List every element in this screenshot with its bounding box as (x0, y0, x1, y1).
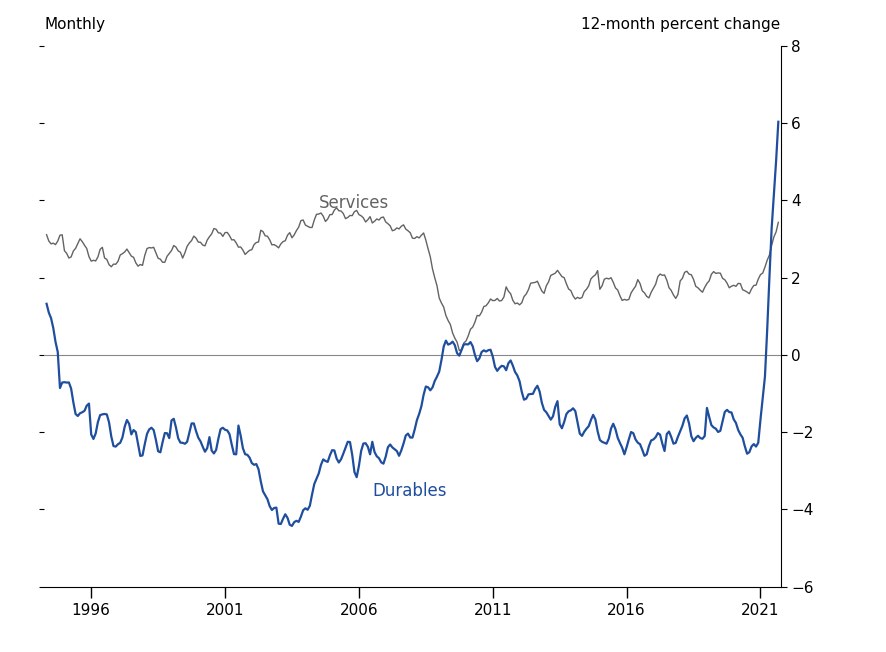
Text: 12-month percent change: 12-month percent change (580, 17, 780, 32)
Text: Durables: Durables (372, 482, 447, 501)
Text: Services: Services (318, 194, 389, 212)
Text: Monthly: Monthly (44, 17, 105, 32)
